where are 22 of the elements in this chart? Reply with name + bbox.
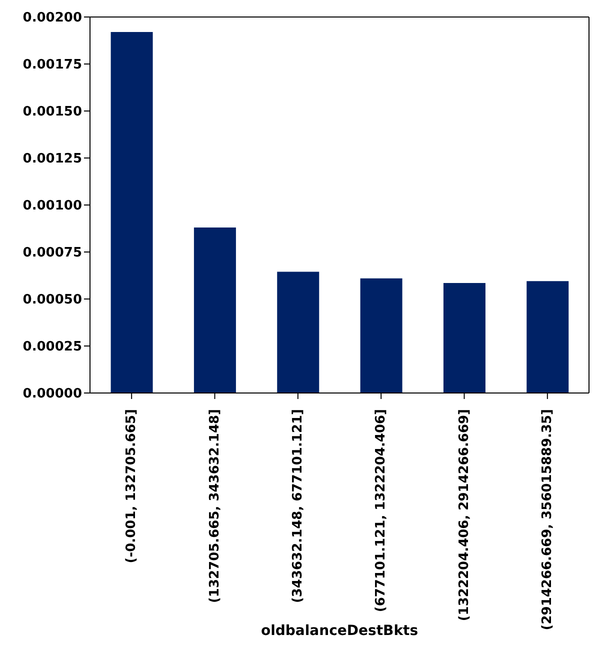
bar	[443, 283, 486, 393]
y-tick-label: 0.00100	[22, 198, 82, 214]
x-tick-label: (343632.148, 677101.121]	[290, 409, 306, 604]
x-tick-label: (2914266.669, 356015889.35]	[540, 409, 555, 630]
y-tick-label: 0.00200	[22, 10, 82, 26]
bar	[360, 278, 402, 393]
bar	[277, 272, 320, 393]
x-tick-label: (1322204.406, 2914266.669]	[456, 409, 472, 622]
x-axis-title: oldbalanceDestBkts	[260, 623, 418, 639]
y-tick-label: 0.00000	[22, 386, 82, 402]
bar	[194, 228, 236, 393]
x-tick-label: (132705.665, 343632.148]	[207, 409, 222, 604]
y-tick-label: 0.00050	[22, 292, 82, 308]
y-tick-label: 0.00125	[22, 152, 82, 167]
x-tick-label: (-0.001, 132705.665]	[124, 409, 140, 564]
bar	[526, 281, 569, 393]
y-tick-label: 0.00175	[22, 58, 82, 73]
bar	[110, 32, 153, 393]
y-tick-label: 0.00075	[22, 246, 82, 261]
x-tick-label: (677101.121, 1322204.406]	[374, 409, 389, 612]
y-tick-label: 0.00025	[22, 340, 82, 355]
y-tick-label: 0.00150	[22, 104, 82, 120]
